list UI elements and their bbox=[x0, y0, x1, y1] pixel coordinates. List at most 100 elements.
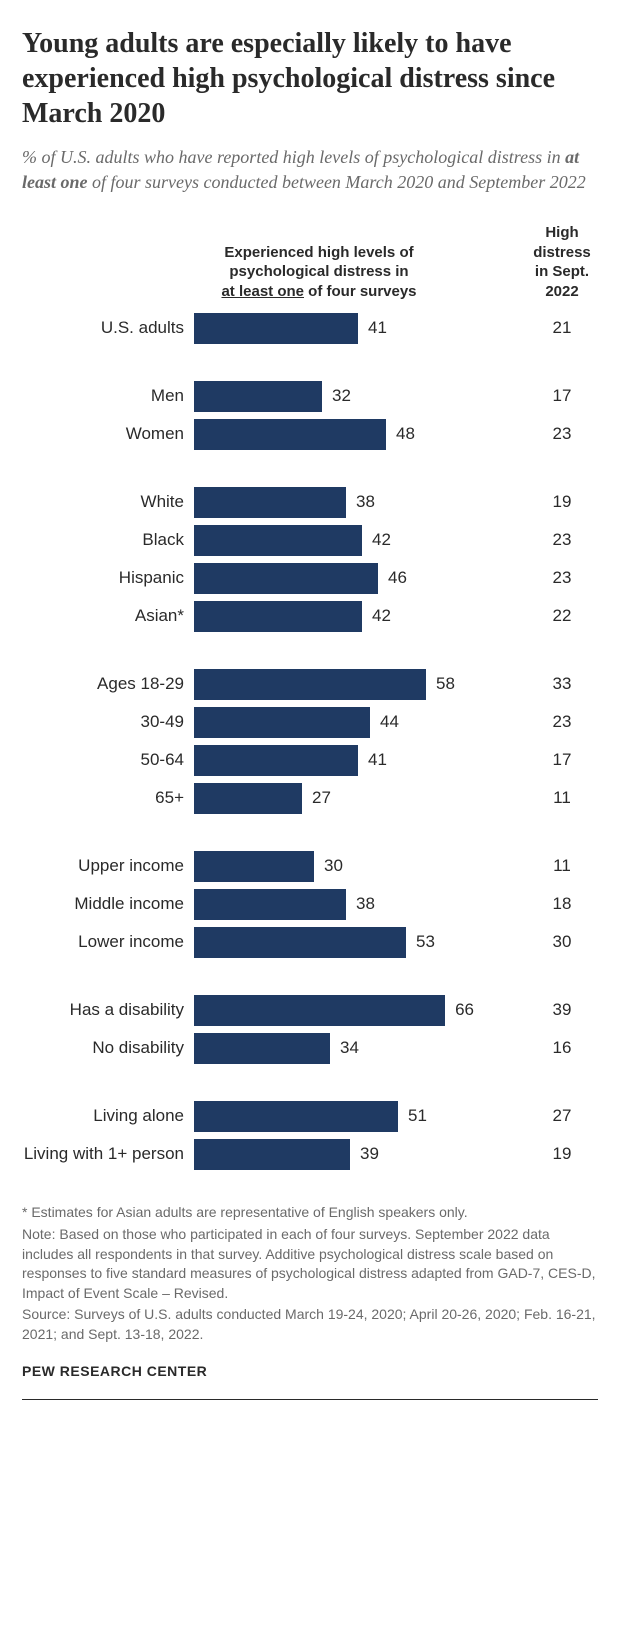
bar-value: 51 bbox=[408, 1106, 427, 1126]
bar bbox=[194, 927, 406, 958]
chart-row: 65+ 27 11 bbox=[22, 779, 598, 817]
bottom-rule bbox=[22, 1399, 598, 1400]
row-label: Asian* bbox=[22, 606, 194, 626]
chart-group: Living alone 51 27 Living with 1+ person 39 1… bbox=[22, 1097, 598, 1173]
bar bbox=[194, 525, 362, 556]
row-label: Has a disability bbox=[22, 1000, 194, 1020]
chart-subtitle: % of U.S. adults who have reported high … bbox=[22, 145, 598, 195]
header-left-line3-rest: of four surveys bbox=[304, 283, 417, 300]
chart-title: Young adults are especially likely to ha… bbox=[22, 26, 598, 131]
bar bbox=[194, 563, 378, 594]
bar-value: 38 bbox=[356, 894, 375, 914]
chart-row: No disability 34 16 bbox=[22, 1029, 598, 1067]
right-value: 23 bbox=[526, 424, 598, 444]
subtitle-after: of four surveys conducted between March … bbox=[88, 172, 586, 192]
row-label: 65+ bbox=[22, 788, 194, 808]
bar-area: 32 bbox=[194, 381, 474, 412]
bar bbox=[194, 745, 358, 776]
row-label: 50-64 bbox=[22, 750, 194, 770]
bar-value: 34 bbox=[340, 1038, 359, 1058]
chart-row: U.S. adults4121 bbox=[22, 309, 598, 347]
row-label: No disability bbox=[22, 1038, 194, 1058]
bar-value: 27 bbox=[312, 788, 331, 808]
chart-row: 50-6441 17 bbox=[22, 741, 598, 779]
chart-row: Living alone 51 27 bbox=[22, 1097, 598, 1135]
right-value: 16 bbox=[526, 1038, 598, 1058]
bar-area: 51 bbox=[194, 1101, 474, 1132]
bar bbox=[194, 1101, 398, 1132]
chart-row: 30-494423 bbox=[22, 703, 598, 741]
bar-area: 38 bbox=[194, 889, 474, 920]
right-value: 23 bbox=[526, 530, 598, 550]
bar-value: 41 bbox=[368, 318, 387, 338]
bar-value: 44 bbox=[380, 712, 399, 732]
right-value: 11 bbox=[526, 856, 598, 876]
chart-row: Lower income 53 30 bbox=[22, 923, 598, 961]
bar-value: 53 bbox=[416, 932, 435, 952]
row-label: 30-49 bbox=[22, 712, 194, 732]
bar bbox=[194, 381, 322, 412]
bar-area: 48 bbox=[194, 419, 474, 450]
footnote-source: Source: Surveys of U.S. adults conducted… bbox=[22, 1305, 598, 1344]
header-right: High distress in Sept. 2022 bbox=[526, 223, 598, 301]
chart-row: Men3217 bbox=[22, 377, 598, 415]
bar-value: 66 bbox=[455, 1000, 474, 1020]
bar-value: 46 bbox=[388, 568, 407, 588]
bar-area: 53 bbox=[194, 927, 474, 958]
chart-row: Has a disability 66 39 bbox=[22, 991, 598, 1029]
header-right-line3: in Sept. bbox=[535, 263, 589, 280]
right-value: 39 bbox=[526, 1000, 598, 1020]
bar-value: 32 bbox=[332, 386, 351, 406]
bar bbox=[194, 851, 314, 882]
right-value: 33 bbox=[526, 674, 598, 694]
chart-column-headers: Experienced high levels of psychological… bbox=[22, 223, 598, 301]
chart-group: White3819Black4223Hispanic4623Asian*4222 bbox=[22, 483, 598, 635]
bar-value: 42 bbox=[372, 530, 391, 550]
bar-area: 27 bbox=[194, 783, 474, 814]
right-value: 11 bbox=[526, 788, 598, 808]
chart-footnotes: * Estimates for Asian adults are represe… bbox=[22, 1203, 598, 1344]
chart-row: Black4223 bbox=[22, 521, 598, 559]
row-label: U.S. adults bbox=[22, 318, 194, 338]
bar-value: 30 bbox=[324, 856, 343, 876]
right-value: 27 bbox=[526, 1106, 598, 1126]
right-value: 23 bbox=[526, 568, 598, 588]
footnote-asterisk: * Estimates for Asian adults are represe… bbox=[22, 1203, 598, 1223]
bar bbox=[194, 1139, 350, 1170]
chart-group: Ages 18-29583330-49442350-64411765+2711 bbox=[22, 665, 598, 817]
bar bbox=[194, 707, 370, 738]
row-label: Men bbox=[22, 386, 194, 406]
bar-area: 38 bbox=[194, 487, 474, 518]
bar-area: 30 bbox=[194, 851, 474, 882]
chart-row: Upper income3011 bbox=[22, 847, 598, 885]
subtitle-before: % of U.S. adults who have reported high … bbox=[22, 147, 565, 167]
attribution: PEW RESEARCH CENTER bbox=[22, 1363, 598, 1379]
bar-area: 34 bbox=[194, 1033, 474, 1064]
chart-row: Women4823 bbox=[22, 415, 598, 453]
right-value: 30 bbox=[526, 932, 598, 952]
row-label: Lower income bbox=[22, 932, 194, 952]
bar-area: 41 bbox=[194, 313, 474, 344]
bar-area: 42 bbox=[194, 601, 474, 632]
chart-group: Has a disability 66 39 No disability 34 16 bbox=[22, 991, 598, 1067]
bar-area: 41 bbox=[194, 745, 474, 776]
bar-value: 42 bbox=[372, 606, 391, 626]
bar bbox=[194, 669, 426, 700]
row-label: Living alone bbox=[22, 1106, 194, 1126]
row-label: Living with 1+ person bbox=[22, 1144, 194, 1164]
bar bbox=[194, 487, 346, 518]
bar bbox=[194, 995, 445, 1026]
bar-value: 48 bbox=[396, 424, 415, 444]
bar-value: 39 bbox=[360, 1144, 379, 1164]
chart-body: U.S. adults4121Men3217Women4823White3819… bbox=[22, 309, 598, 1173]
header-right-line4: 2022 bbox=[545, 283, 578, 300]
row-label: Ages 18-29 bbox=[22, 674, 194, 694]
right-value: 17 bbox=[526, 750, 598, 770]
chart-group: Upper income3011Middle income3818Lower i… bbox=[22, 847, 598, 961]
right-value: 19 bbox=[526, 1144, 598, 1164]
chart-row: Living with 1+ person 39 19 bbox=[22, 1135, 598, 1173]
bar-value: 58 bbox=[436, 674, 455, 694]
chart-row: Asian*4222 bbox=[22, 597, 598, 635]
bar-area: 46 bbox=[194, 563, 474, 594]
chart-group: U.S. adults4121 bbox=[22, 309, 598, 347]
